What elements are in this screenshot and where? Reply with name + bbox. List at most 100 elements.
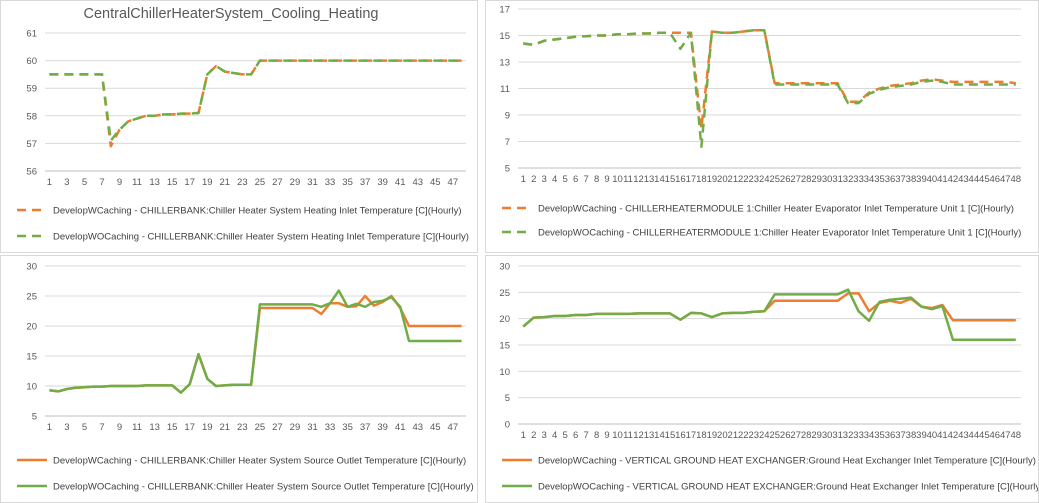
x-tick-label: 13 [644, 174, 655, 185]
x-tick-label: 7 [99, 422, 104, 433]
y-tick-label: 15 [499, 31, 510, 42]
x-tick-label: 27 [790, 174, 801, 185]
x-tick-label: 3 [64, 422, 69, 433]
x-tick-label: 36 [885, 430, 896, 441]
y-tick-label: 5 [505, 393, 510, 404]
x-tick-label: 14 [654, 430, 665, 441]
x-tick-label: 39 [916, 174, 927, 185]
x-tick-label: 48 [1010, 430, 1021, 441]
x-tick-label: 11 [623, 174, 633, 185]
x-tick-label: 23 [237, 422, 248, 433]
x-tick-label: 40 [927, 174, 938, 185]
x-tick-label: 38 [906, 174, 917, 185]
x-tick-label: 45 [430, 177, 441, 188]
x-tick-label: 22 [738, 174, 749, 185]
x-tick-label: 44 [969, 430, 980, 441]
x-tick-label: 44 [969, 174, 980, 185]
x-tick-label: 20 [717, 430, 728, 441]
chart-panel-top-left: CentralChillerHeaterSystem_Cooling_Heati… [0, 0, 478, 253]
x-tick-label: 15 [665, 174, 676, 185]
legend-entry: DevelopWOCaching - CHILLERBANK:Chiller H… [53, 482, 474, 493]
x-tick-label: 18 [696, 174, 707, 185]
chart-panel-top-right: 5 7 9 11 13 15 17 1 2 3 4 5 6 7 8 9 10 11 12 13 14 15 16 17 18 19… [485, 0, 1039, 253]
x-tick-label: 7 [99, 177, 104, 188]
y-tick-label: 17 [499, 5, 510, 16]
x-tick-label: 21 [728, 174, 739, 185]
x-tick-label: 9 [604, 430, 609, 441]
x-tick-label: 41 [395, 422, 406, 433]
x-tick-label: 18 [696, 430, 707, 441]
x-tick-label: 43 [958, 430, 969, 441]
x-tick-label: 41 [937, 174, 948, 185]
x-tick-label: 6 [573, 174, 578, 185]
x-tick-label: 20 [717, 174, 728, 185]
x-tick-label: 11 [132, 422, 142, 433]
x-tick-label: 39 [377, 422, 388, 433]
x-tick-label: 32 [843, 430, 854, 441]
x-tick-label: 5 [82, 177, 87, 188]
x-tick-label: 15 [665, 430, 676, 441]
x-tick-label: 35 [342, 177, 353, 188]
x-tick-label: 29 [290, 422, 301, 433]
x-tick-label: 22 [738, 430, 749, 441]
series-line-2 [523, 28, 1016, 149]
y-tick-label: 15 [26, 352, 37, 363]
x-tick-label: 29 [290, 177, 301, 188]
legend-entry: DevelopWCaching - CHILLERHEATERMODULE 1:… [538, 204, 1014, 215]
x-tick-label: 31 [307, 177, 318, 188]
x-tick-label: 43 [412, 177, 423, 188]
x-tick-label: 39 [377, 177, 388, 188]
x-tick-label: 26 [780, 430, 791, 441]
y-tick-label: 60 [26, 56, 37, 67]
x-tick-label: 19 [202, 177, 213, 188]
y-tick-label: 57 [26, 139, 37, 150]
x-tick-label: 41 [937, 430, 948, 441]
x-tick-label: 15 [167, 177, 178, 188]
y-tick-label: 30 [26, 262, 37, 273]
x-tick-label: 35 [874, 430, 885, 441]
y-tick-label: 9 [505, 111, 510, 122]
x-tick-label: 32 [843, 174, 854, 185]
y-tick-label: 13 [499, 58, 510, 69]
x-tick-label: 2 [531, 174, 536, 185]
x-tick-label: 9 [117, 422, 122, 433]
x-tick-label: 12 [633, 174, 644, 185]
y-tick-label: 5 [505, 164, 510, 175]
x-tick-label: 37 [360, 177, 371, 188]
x-tick-label: 4 [552, 174, 557, 185]
series-line-2 [49, 289, 462, 394]
x-tick-label: 41 [395, 177, 406, 188]
x-tick-label: 2 [531, 430, 536, 441]
x-tick-label: 47 [448, 177, 459, 188]
x-tick-label: 10 [612, 430, 623, 441]
x-tick-label: 1 [521, 430, 526, 441]
x-tick-label: 21 [220, 177, 231, 188]
x-tick-label: 29 [811, 174, 822, 185]
chart-panel-bottom-right: 0 5 10 15 20 25 30 1 2 3 4 5 6 7 8 9 10 11 12 13 14 15 16 17 18 1… [485, 255, 1039, 503]
x-tick-label: 23 [748, 174, 759, 185]
x-tick-label: 25 [255, 422, 266, 433]
x-tick-label: 29 [811, 430, 822, 441]
x-tick-label: 47 [1000, 174, 1011, 185]
x-tick-label: 28 [801, 430, 812, 441]
x-tick-label: 39 [916, 430, 927, 441]
y-tick-label: 5 [32, 412, 37, 423]
y-tick-label: 25 [499, 288, 510, 299]
y-tick-label: 59 [26, 84, 37, 95]
series-line-2 [49, 59, 462, 142]
x-tick-label: 6 [573, 430, 578, 441]
series-line-1 [522, 292, 1016, 328]
x-tick-label: 13 [644, 430, 655, 441]
y-tick-label: 15 [499, 341, 510, 352]
x-tick-label: 1 [47, 177, 52, 188]
legend-entry: DevelopWOCaching - CHILLERBANK:Chiller H… [53, 232, 469, 243]
x-tick-label: 7 [583, 430, 588, 441]
x-tick-label: 24 [759, 430, 770, 441]
x-tick-label: 12 [633, 430, 644, 441]
x-tick-label: 3 [542, 174, 547, 185]
x-tick-label: 8 [594, 174, 599, 185]
x-tick-label: 34 [864, 430, 875, 441]
x-tick-label: 48 [1010, 174, 1021, 185]
x-tick-label: 31 [832, 174, 843, 185]
chart-title: CentralChillerHeaterSystem_Cooling_Heati… [84, 6, 379, 22]
